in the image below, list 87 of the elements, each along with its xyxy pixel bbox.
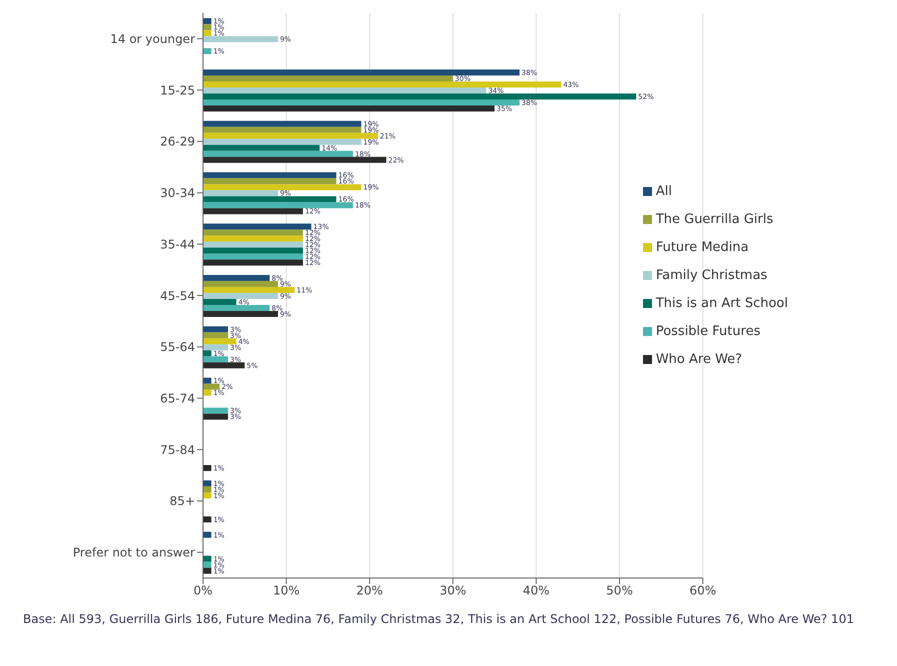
legend-label: This is an Art School <box>656 296 788 311</box>
bar <box>203 48 212 54</box>
bar <box>203 88 486 94</box>
bar <box>203 18 212 24</box>
legend-label: Possible Futures <box>656 324 760 339</box>
y-tick-label: 35-44 <box>160 237 195 252</box>
bar <box>203 24 212 30</box>
bar <box>203 362 245 368</box>
bar <box>203 465 212 472</box>
bar <box>203 408 228 414</box>
bar <box>203 190 278 196</box>
y-tick-label: 55-64 <box>160 340 195 354</box>
legend-label: The Guerrilla Girls <box>656 212 774 227</box>
bar <box>203 516 212 522</box>
bar <box>203 532 212 538</box>
bar <box>203 126 362 133</box>
bar <box>203 338 236 344</box>
bar <box>203 492 212 498</box>
y-tick-label: 30-34 <box>160 186 195 200</box>
bar <box>203 344 228 350</box>
bar <box>203 100 520 106</box>
bar <box>203 236 303 242</box>
x-tick-label: 60% <box>689 584 716 598</box>
x-tick-label: 30% <box>440 584 466 598</box>
bar <box>203 172 336 178</box>
bar <box>203 378 212 384</box>
bar <box>203 184 362 190</box>
legend-label: All <box>656 184 672 199</box>
y-tick-label: 85+ <box>170 494 195 508</box>
bar <box>203 568 212 574</box>
bar <box>203 70 520 76</box>
y-tick-label: 65-74 <box>160 391 195 406</box>
bar <box>203 120 362 127</box>
bar <box>203 356 228 362</box>
bar <box>203 260 303 266</box>
bar <box>203 486 212 492</box>
bar <box>203 94 636 100</box>
bar <box>203 138 362 145</box>
y-tick-label: 75-84 <box>160 442 195 457</box>
x-tick-label: 50% <box>606 584 633 598</box>
y-tick-label: 15-25 <box>160 83 195 98</box>
bar <box>203 332 228 338</box>
bar <box>203 384 220 390</box>
bar <box>203 208 303 214</box>
bar <box>203 202 353 208</box>
bar <box>203 280 278 287</box>
legend-label: Who Are We? <box>656 352 742 367</box>
bar <box>203 230 303 236</box>
bar <box>203 480 212 486</box>
bar <box>203 298 236 305</box>
bar <box>203 178 336 184</box>
x-tick-label: 20% <box>356 584 383 598</box>
bar <box>203 132 378 139</box>
bar <box>203 350 212 356</box>
bar <box>203 274 270 281</box>
bar <box>203 254 303 260</box>
y-tick-label: 45-54 <box>160 288 195 303</box>
bar <box>203 556 212 562</box>
bar <box>203 242 303 248</box>
bar <box>203 224 312 230</box>
x-tick-label: 40% <box>522 584 550 598</box>
bar <box>203 310 278 317</box>
bar <box>203 36 278 42</box>
bar <box>203 156 386 163</box>
bar <box>203 76 453 82</box>
bar <box>203 414 228 420</box>
bar <box>203 286 295 293</box>
bar <box>203 82 562 88</box>
x-tick-label: 10% <box>272 584 300 598</box>
bar <box>203 150 353 157</box>
x-tick-label: 0% <box>193 584 213 598</box>
y-tick-label: Prefer not to answer <box>72 546 196 560</box>
bar <box>203 196 336 202</box>
bar <box>203 326 228 332</box>
bar <box>203 106 495 112</box>
bar <box>203 562 212 568</box>
y-tick-label: 26-29 <box>160 134 195 149</box>
legend-label: Future Medina <box>656 240 749 255</box>
legend-label: Family Christmas <box>656 268 768 283</box>
bar <box>203 304 270 311</box>
y-tick-label: 14 or younger <box>110 32 196 46</box>
bar <box>203 248 303 254</box>
bar <box>203 144 320 151</box>
bar <box>203 30 212 36</box>
text: Base: All 593, Guerrilla Girls 186, Future Medina 76, Family Christmas 32, This is an Art School 122, Possible Futures 76, Who Are We? 101 <box>23 612 855 626</box>
bar <box>203 390 212 396</box>
bar <box>203 292 278 299</box>
